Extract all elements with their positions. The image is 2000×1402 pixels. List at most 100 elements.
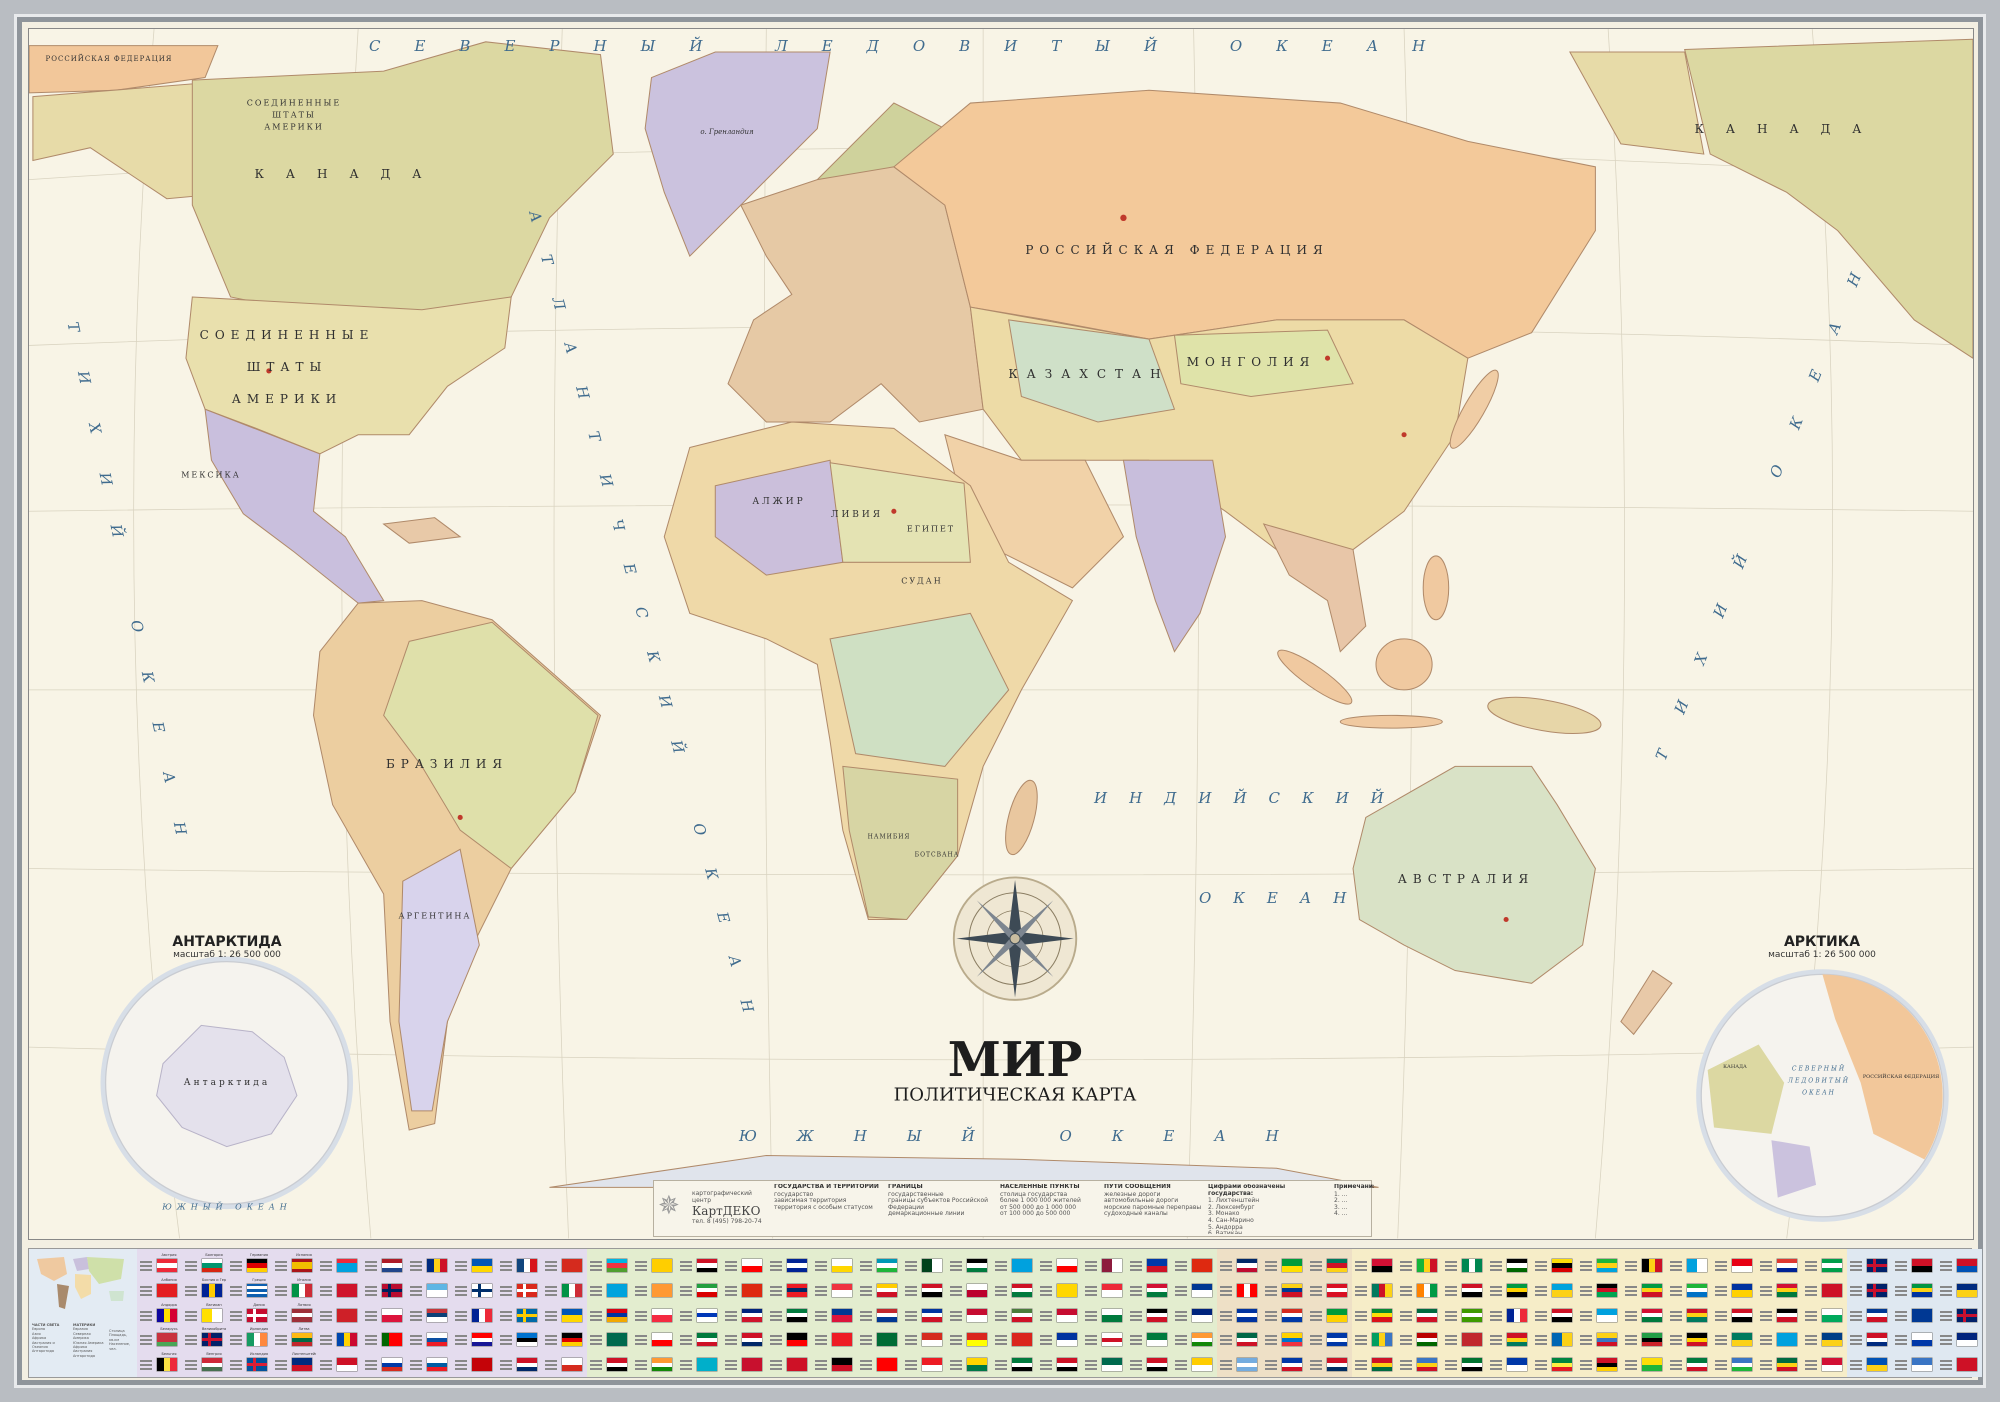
country-stats-icons: [1310, 1333, 1324, 1347]
flag-regions: Австрия Албания Андорра Беларусь Бельгия Болг…: [137, 1249, 1982, 1377]
country-flag: [1642, 1358, 1662, 1372]
country-flag: [742, 1358, 762, 1372]
flag-card: Италия: [272, 1276, 317, 1301]
country-stats-icons: [500, 1333, 514, 1347]
flag-card: [1082, 1301, 1127, 1326]
country-flag: [1012, 1308, 1032, 1322]
country-stats-icons: [365, 1309, 379, 1323]
land-canada-right: [1684, 38, 1973, 359]
country-stats-icons: [905, 1284, 919, 1298]
country-flag: [1012, 1358, 1032, 1372]
flag-card: [1937, 1301, 1982, 1326]
country-stats-icons: [590, 1284, 604, 1298]
legend-item: государственные: [888, 1190, 944, 1198]
land-new-guinea: [1487, 696, 1602, 734]
country-stats-icons: [1175, 1333, 1189, 1347]
country-stats-icons: [320, 1309, 334, 1323]
country-stats-icons: [1715, 1259, 1729, 1273]
country-flag: [247, 1333, 267, 1347]
flag-card: Ирландия: [227, 1325, 272, 1350]
country-flag: [1507, 1308, 1527, 1322]
country-flag: [427, 1308, 447, 1322]
country-stats-icons: [1850, 1333, 1864, 1347]
minimap-legend-item: Антарктида: [32, 1349, 55, 1354]
minimap-legend-item: Европа: [32, 1327, 46, 1332]
country-stats-icons: [725, 1309, 739, 1323]
flag-card: [1262, 1325, 1307, 1350]
country-flag: [1102, 1259, 1122, 1272]
country-stats-icons: [500, 1259, 514, 1273]
country-flag: [562, 1259, 582, 1272]
country-stats-icons: [1445, 1259, 1459, 1273]
flag-card: [857, 1276, 902, 1301]
land-algeria: [714, 459, 844, 576]
country-stats-icons: [1265, 1284, 1279, 1298]
country-stats-icons: [1040, 1358, 1054, 1372]
country-flag: [1777, 1259, 1797, 1272]
legend-item: столица государства: [1000, 1190, 1068, 1198]
country-stats-icons: [1490, 1259, 1504, 1273]
country-flag: [337, 1259, 357, 1272]
country-name: Исландия: [249, 1352, 268, 1357]
country-stats-icons: [410, 1333, 424, 1347]
country-flag: [607, 1259, 627, 1272]
country-flag: [1462, 1358, 1482, 1372]
flag-card: [542, 1301, 587, 1326]
flag-card: [587, 1301, 632, 1326]
flag-card: [1622, 1301, 1667, 1326]
flag-card: [1712, 1301, 1757, 1326]
country-flag: [787, 1333, 807, 1347]
country-flag: [1597, 1259, 1617, 1272]
country-stats-icons: [1355, 1284, 1369, 1298]
country-flag: [1057, 1259, 1077, 1272]
flag-card: [1892, 1325, 1937, 1350]
country-stats-icons: [1445, 1358, 1459, 1372]
minimap-legend-col3: Столица Площадь, кв.км Население, чел.: [109, 1329, 136, 1351]
country-label-mexico: МЕКСИКА: [181, 470, 241, 480]
flag-card: [452, 1276, 497, 1301]
country-stats-icons: [1400, 1309, 1414, 1323]
flag-card: [1622, 1276, 1667, 1301]
land-southern-africa: [842, 765, 959, 921]
country-stats-icons: [815, 1284, 829, 1298]
country-stats-icons: [770, 1309, 784, 1323]
country-name: Босния и Герцеговина: [202, 1277, 226, 1282]
country-stats-icons: [410, 1259, 424, 1273]
country-flag: [472, 1358, 492, 1372]
flag-card: [902, 1276, 947, 1301]
country-flag: [787, 1358, 807, 1372]
country-flag: [247, 1283, 267, 1297]
country-flag: [292, 1259, 312, 1272]
country-stats-icons: [1355, 1333, 1369, 1347]
country-flag: [697, 1308, 717, 1322]
country-stats-icons: [1310, 1309, 1324, 1323]
country-flag: [1057, 1283, 1077, 1297]
flag-card: Литва: [272, 1325, 317, 1350]
country-flag: [1057, 1308, 1077, 1322]
country-flag: [202, 1358, 222, 1372]
country-flag: [562, 1308, 582, 1322]
country-label-alaska-2: ШТАТЫ: [272, 110, 316, 120]
country-flag: [697, 1259, 717, 1272]
flag-card: [317, 1251, 362, 1276]
country-stats-icons: [1670, 1358, 1684, 1372]
flag-card: [1847, 1276, 1892, 1301]
country-stats-icons: [500, 1358, 514, 1372]
flag-card: [407, 1350, 452, 1375]
country-stats-icons: [1130, 1333, 1144, 1347]
flag-card: [452, 1251, 497, 1276]
country-flag: [292, 1283, 312, 1297]
flag-card: [857, 1301, 902, 1326]
country-stats-icons: [500, 1309, 514, 1323]
country-stats-icons: [1625, 1333, 1639, 1347]
country-label-namibia: НАМИБИЯ: [867, 833, 911, 841]
flag-card: [362, 1251, 407, 1276]
country-flag: [337, 1283, 357, 1297]
world-map[interactable]: СЕВЕРНЫЙ ЛЕДОВИТЫЙ ОКЕАН ТИХИЙ ОКЕАН ТИХ…: [28, 28, 1974, 1240]
legend-item: 3. ...: [1334, 1203, 1348, 1211]
country-flag: [1102, 1333, 1122, 1347]
country-stats-icons: [1535, 1358, 1549, 1372]
minimap-legend-item: Азия: [32, 1331, 41, 1336]
flag-card: [677, 1350, 722, 1375]
flag-card: [317, 1325, 362, 1350]
